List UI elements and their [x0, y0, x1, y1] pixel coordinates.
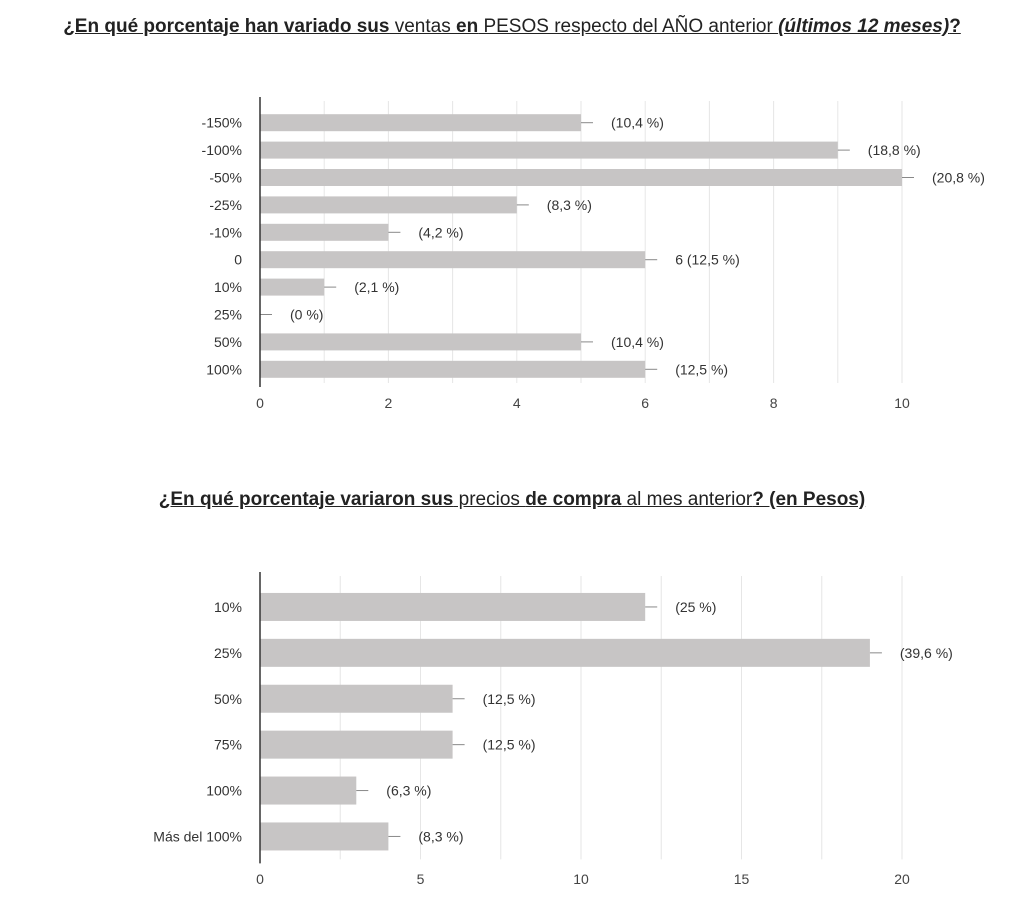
category-label: 100% [206, 361, 242, 377]
data-label: 6 (12,5 %) [675, 252, 740, 268]
data-label: (4,2 %) [418, 224, 463, 240]
data-label: (25 %) [675, 599, 716, 615]
x-tick-label: 10 [573, 871, 589, 887]
bar [260, 114, 581, 132]
bar [260, 196, 517, 214]
x-tick-label: 0 [256, 395, 264, 411]
title-part: de compra [525, 489, 622, 510]
category-label: 50% [214, 334, 242, 350]
bar [260, 141, 838, 159]
data-label: (20,8 %) [932, 170, 985, 186]
x-tick-label: 6 [641, 395, 649, 411]
category-label: -150% [202, 115, 242, 131]
category-label: 25% [214, 645, 242, 661]
title-part: (últimos 12 meses) [778, 16, 950, 37]
bar [260, 638, 870, 667]
title-part: ? (en Pesos) [752, 489, 866, 510]
data-label: (12,5 %) [675, 361, 728, 377]
x-tick-label: 20 [894, 871, 910, 887]
title-part: ¿En qué porcentaje han variado sus [63, 16, 390, 37]
category-label: -25% [209, 197, 242, 213]
x-tick-label: 2 [385, 395, 393, 411]
category-label: 10% [214, 599, 242, 615]
bar [260, 730, 453, 759]
data-label: (6,3 %) [386, 783, 431, 799]
category-label: -10% [209, 224, 242, 240]
title-part: PESOS respecto del AÑO anterior [478, 16, 779, 37]
data-label: (10,4 %) [611, 334, 664, 350]
bar [260, 684, 453, 713]
bar [260, 169, 902, 186]
chart-1-sales-variation: -150% (10,4 %) -100% (18,8 %) -50% (20,8 %) -2… [202, 97, 985, 411]
title-part: en [456, 16, 479, 37]
data-label: (0 %) [290, 307, 323, 323]
bar [260, 278, 325, 296]
data-label: (12,5 %) [483, 691, 536, 707]
x-tick-label: 5 [417, 871, 425, 887]
bar [260, 822, 389, 851]
data-label: (8,3 %) [418, 828, 463, 844]
title-part: ¿En qué porcentaje variaron sus [158, 489, 454, 510]
chart-1-title: ¿En qué porcentaje han variado sus venta… [0, 16, 1024, 38]
bar [260, 223, 389, 241]
bar [260, 333, 581, 351]
title-part: ventas [389, 16, 456, 37]
x-tick-label: 10 [894, 395, 910, 411]
title-part: precios [453, 489, 526, 510]
category-label: -100% [202, 142, 242, 158]
bar [260, 251, 646, 269]
title-part: al mes anterior [621, 489, 753, 510]
bar [260, 592, 646, 621]
data-label: (2,1 %) [354, 279, 399, 295]
chart-2-title: ¿En qué porcentaje variaron sus precios … [0, 489, 1024, 511]
data-label: (8,3 %) [547, 197, 592, 213]
title-part: ? [949, 16, 961, 37]
data-label: (12,5 %) [483, 737, 536, 753]
data-label: (39,6 %) [900, 645, 953, 661]
data-label: (10,4 %) [611, 115, 664, 131]
bar [260, 360, 646, 378]
x-tick-label: 15 [734, 871, 750, 887]
x-tick-label: 4 [513, 395, 521, 411]
x-tick-label: 0 [256, 871, 264, 887]
category-label: Más del 100% [153, 828, 242, 844]
data-label: (18,8 %) [868, 142, 921, 158]
x-tick-label: 8 [770, 395, 778, 411]
category-label: -50% [209, 170, 242, 186]
bar [260, 776, 357, 805]
category-label: 75% [214, 737, 242, 753]
category-label: 25% [214, 307, 242, 323]
category-label: 0 [234, 252, 242, 268]
category-label: 100% [206, 783, 242, 799]
category-label: 10% [214, 279, 242, 295]
category-label: 50% [214, 691, 242, 707]
